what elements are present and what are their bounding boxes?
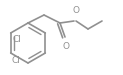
Text: Cl: Cl [13,35,22,44]
Text: Cl: Cl [12,56,21,65]
Text: O: O [62,42,69,51]
Text: O: O [72,6,79,15]
